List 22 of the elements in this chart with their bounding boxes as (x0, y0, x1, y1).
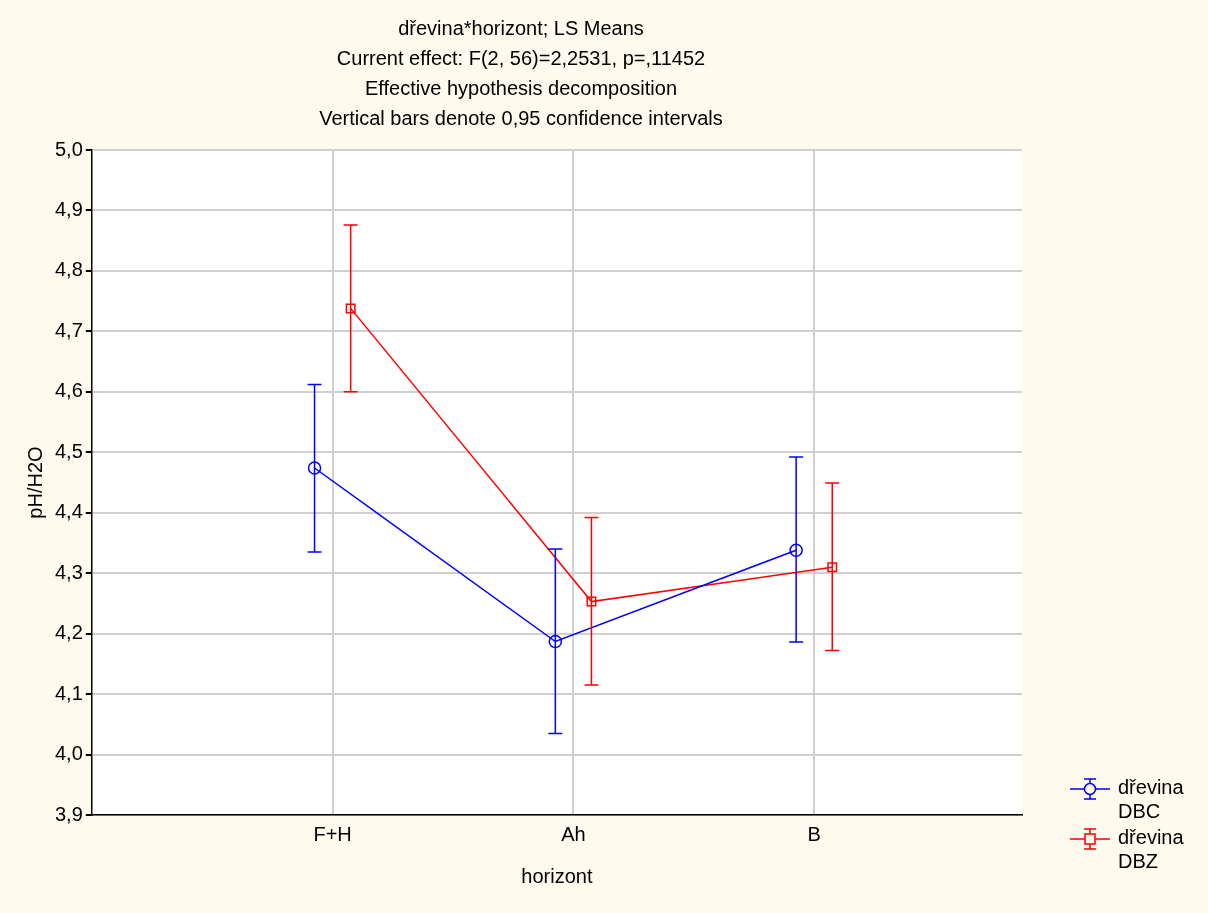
x-tick-label: B (807, 822, 821, 845)
y-tick-label: 5,0 (54, 137, 83, 160)
text: Vertical bars denote 0,95 confidence intervals (319, 106, 723, 129)
x-tick-label: F+H (313, 822, 352, 845)
chart-subtitle: Current effect: F(2, 56)=2,2531, p=,11452 (336, 46, 706, 69)
y-tick-label: 4,3 (54, 560, 83, 583)
y-tick-label: 4,5 (54, 439, 83, 462)
y-tick-label: 4,9 (54, 197, 83, 220)
y-tick-label: 4,4 (54, 500, 83, 523)
text: Effective hypothesis decomposition (364, 76, 678, 99)
y-tick-label: 4,8 (54, 258, 83, 281)
y-axis-title: pH/H2O (23, 446, 46, 519)
y-tick-label: 4,6 (54, 379, 83, 402)
x-axis-title: horizont (521, 864, 593, 887)
x-tick-label: Ah (561, 822, 586, 845)
y-tick-label: 3,9 (54, 802, 83, 825)
chart-title: dřevina*horizont; LS Means (398, 16, 644, 39)
legend-label: dřevina DBZ (1118, 825, 1185, 873)
y-tick-label: 4,7 (54, 318, 83, 341)
y-tick-label: 4,1 (54, 681, 83, 704)
y-tick-label: 4,2 (54, 621, 83, 644)
y-tick-label: 4,0 (54, 742, 83, 765)
